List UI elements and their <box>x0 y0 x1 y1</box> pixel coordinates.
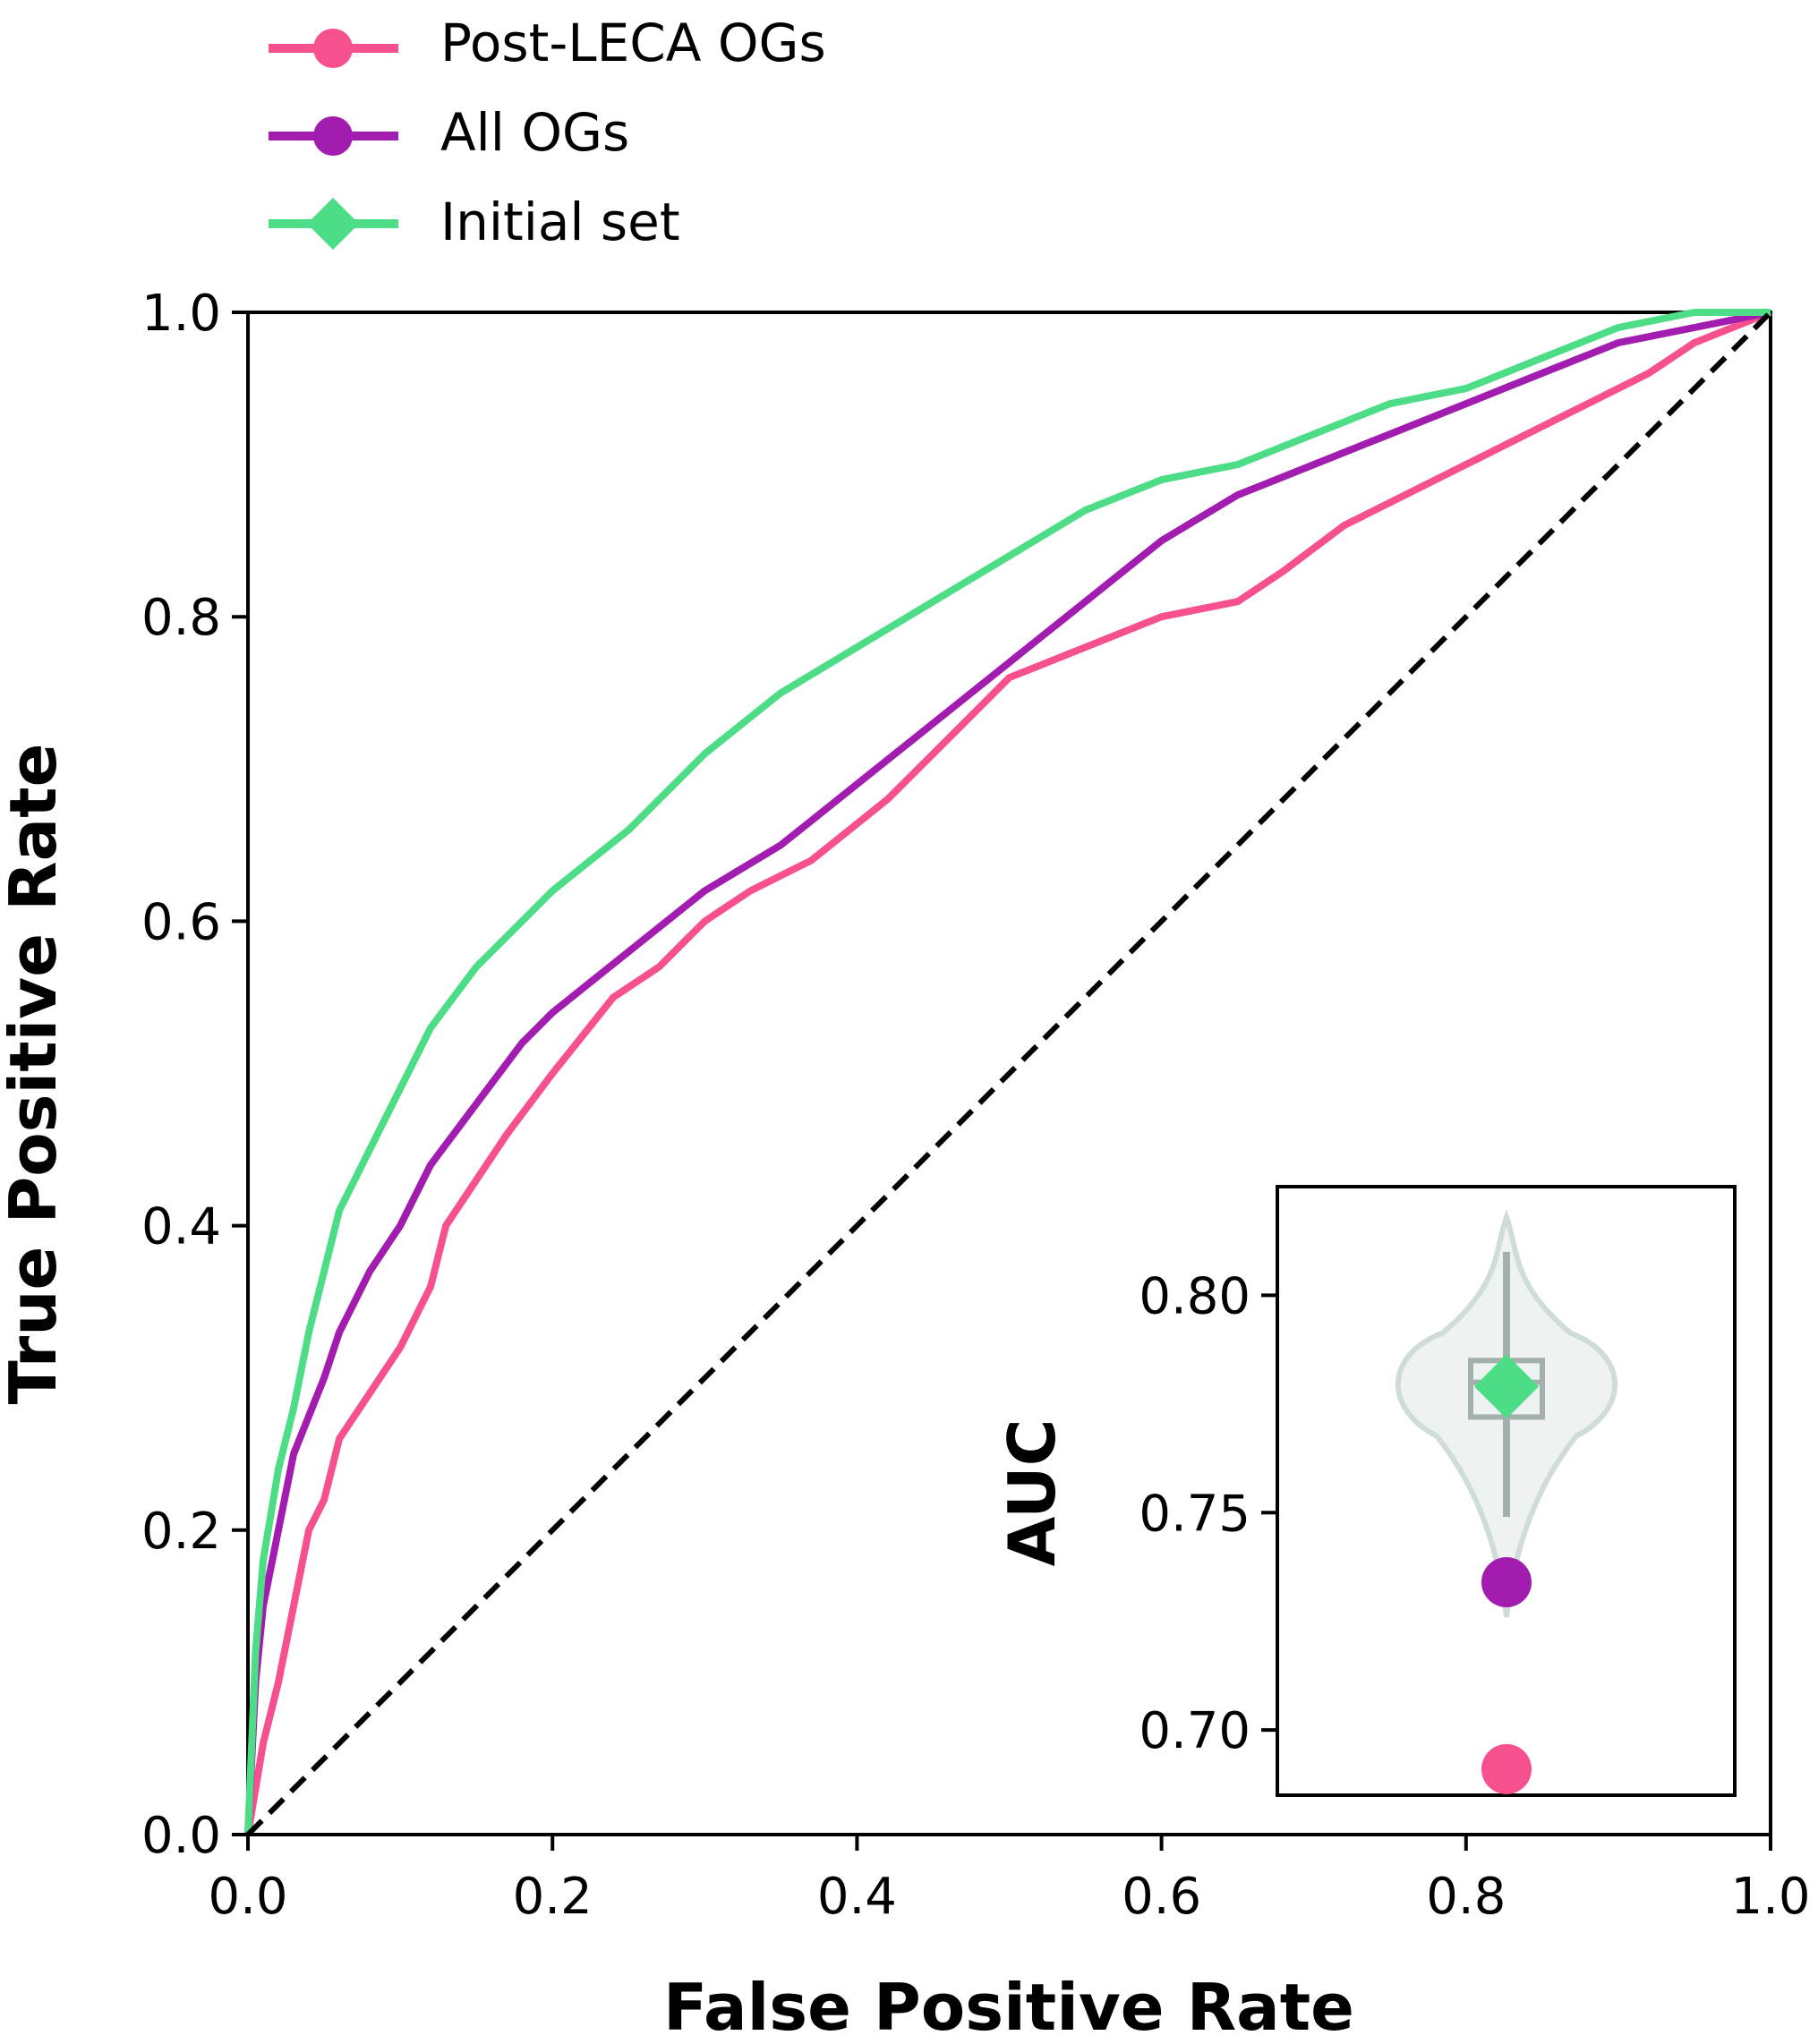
auc-points <box>1474 1354 1539 1794</box>
legend: Post-LECA OGs All OGs Initial set <box>269 13 826 252</box>
roc-curves <box>244 309 1772 1835</box>
auc-point-all-ogs <box>1481 1557 1532 1607</box>
legend-marker-post-leca <box>313 29 353 68</box>
x-tick-label: 0.2 <box>513 1868 593 1926</box>
inset-y-axis-label: AUC <box>994 1419 1070 1567</box>
roc-plot: 0.0 0.2 0.4 0.6 0.8 1.0 0.0 0.2 0.4 0.6 0.8 1.0 Fa… <box>0 285 1811 2044</box>
legend-entry-all-ogs: All OGs <box>269 102 629 163</box>
x-ticks: 0.0 0.2 0.4 0.6 0.8 1.0 <box>208 1835 1811 1926</box>
auc-inset: 0.70 0.75 0.80 AUC <box>994 1185 1737 1797</box>
y-axis-label: True Positive Rate <box>0 744 71 1405</box>
roc-curve-post-leca-ogs <box>244 309 1772 1835</box>
y-ticks: 0.0 0.2 0.4 0.6 0.8 1.0 <box>141 285 248 1865</box>
legend-marker-all-ogs <box>313 116 353 156</box>
y-tick-label: 0.0 <box>141 1807 221 1865</box>
inset-y-tick-label: 0.80 <box>1139 1267 1250 1325</box>
plot-frame <box>246 311 1772 1836</box>
inset-y-tick-label: 0.75 <box>1139 1485 1250 1543</box>
roc-curve-initial-set <box>244 309 1771 1835</box>
y-tick-label: 1.0 <box>141 285 221 343</box>
x-tick-label: 0.4 <box>817 1868 897 1926</box>
x-tick-label: 0.0 <box>208 1868 287 1926</box>
auc-point-post-leca-ogs <box>1481 1743 1532 1794</box>
y-tick-label: 0.4 <box>141 1198 221 1256</box>
legend-entry-initial-set: Initial set <box>269 192 680 252</box>
x-tick-label: 0.8 <box>1426 1868 1506 1926</box>
inset-y-tick-label: 0.70 <box>1139 1702 1250 1760</box>
random-classifier-diagonal <box>245 310 1773 1837</box>
x-tick-label: 1.0 <box>1730 1868 1810 1926</box>
y-tick-label: 0.8 <box>141 589 221 647</box>
legend-label-all-ogs: All OGs <box>440 102 629 163</box>
legend-label-post-leca: Post-LECA OGs <box>440 13 826 73</box>
auc-point-initial-set <box>1474 1354 1539 1419</box>
inset-y-ticks: 0.70 0.75 0.80 <box>1139 1267 1277 1760</box>
legend-label-initial-set: Initial set <box>440 192 680 252</box>
x-tick-label: 0.6 <box>1122 1868 1201 1926</box>
x-axis-label: False Positive Rate <box>663 1970 1354 2044</box>
legend-marker-initial-set <box>307 198 359 250</box>
roc-curve-all-ogs <box>244 309 1771 1835</box>
y-tick-label: 0.2 <box>141 1503 221 1561</box>
legend-entry-post-leca: Post-LECA OGs <box>269 13 826 73</box>
y-tick-label: 0.6 <box>141 893 221 951</box>
